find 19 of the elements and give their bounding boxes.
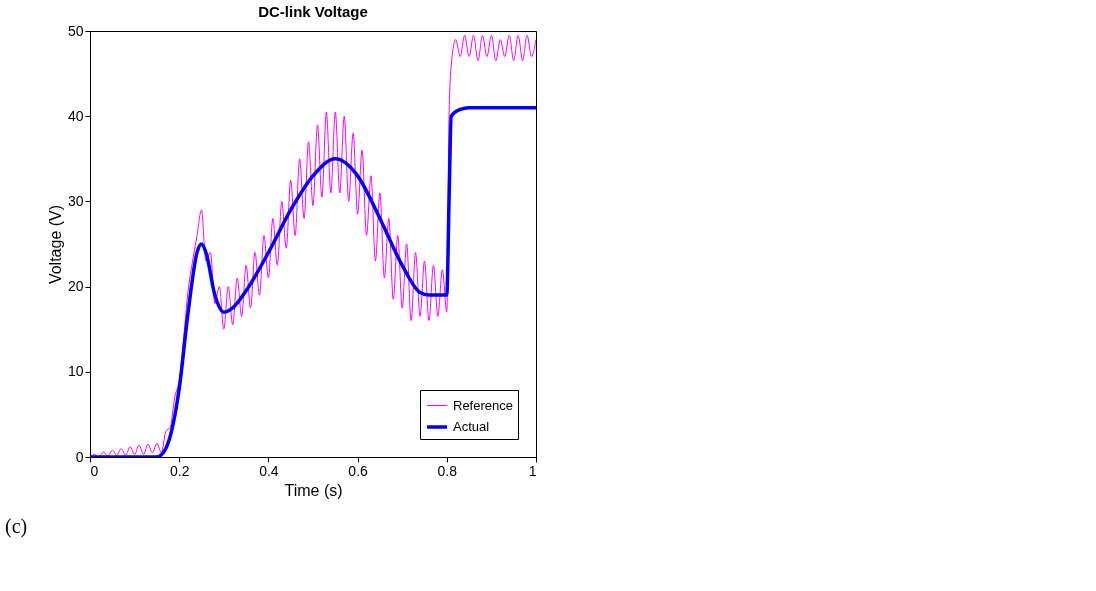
x-tick-label: 0.8 bbox=[437, 462, 458, 479]
x-tick-label: 0.4 bbox=[259, 462, 279, 479]
x-tick-label: 0 bbox=[90, 462, 99, 479]
line-series bbox=[90, 105, 536, 457]
y-tick-label: 40 bbox=[67, 107, 84, 124]
y-tick-label: 20 bbox=[67, 278, 84, 295]
y-tick-label: 10 bbox=[67, 363, 84, 380]
x-axis-title: Time (s) bbox=[284, 481, 343, 499]
y-tick-label: 0 bbox=[75, 448, 84, 465]
legend-label: Actual bbox=[453, 419, 490, 434]
x-tick-label: 0.2 bbox=[169, 462, 190, 479]
x-tick-label: 0.6 bbox=[348, 462, 369, 479]
chart-title: DC-link Voltage bbox=[258, 3, 368, 20]
y-axis-title: Voltage (V) bbox=[46, 204, 64, 285]
x-tick-label: 1 bbox=[528, 462, 537, 479]
y-tick-label: 50 bbox=[67, 22, 84, 39]
legend-label: Reference bbox=[453, 397, 513, 413]
y-tick-label: 30 bbox=[67, 192, 84, 209]
text: (c) bbox=[5, 515, 28, 538]
